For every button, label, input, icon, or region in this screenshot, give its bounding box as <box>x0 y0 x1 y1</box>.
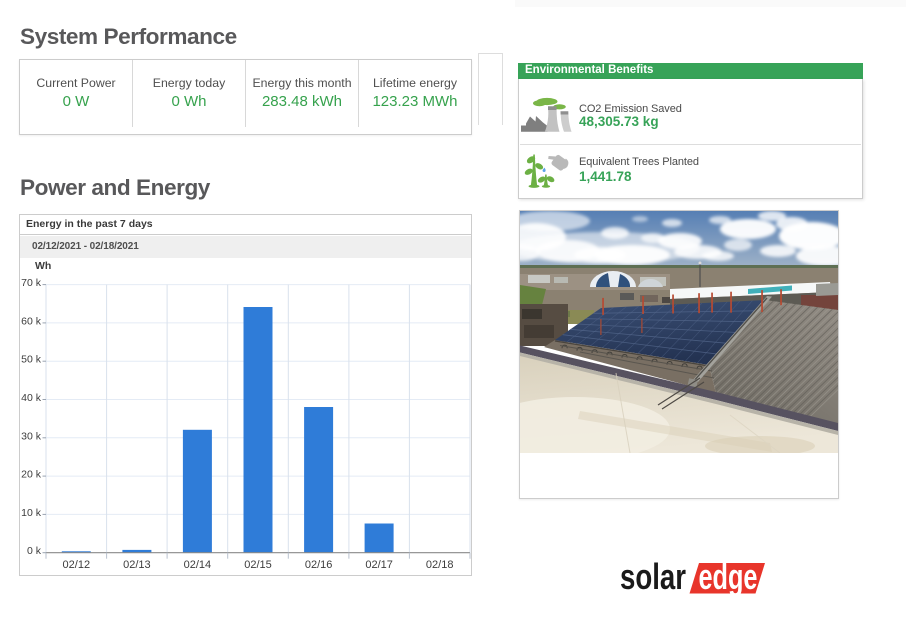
svg-text:02/17: 02/17 <box>365 559 393 571</box>
svg-text:02/15: 02/15 <box>244 559 272 571</box>
svg-text:02/18: 02/18 <box>426 559 454 571</box>
svg-text:02/14: 02/14 <box>184 559 212 571</box>
svg-text:02/13: 02/13 <box>123 559 151 571</box>
svg-text:Wh: Wh <box>35 260 51 272</box>
svg-text:30 k: 30 k <box>21 430 42 442</box>
svg-text:0 k: 0 k <box>27 545 42 557</box>
svg-text:20 k: 20 k <box>21 469 42 481</box>
svg-text:70 k: 70 k <box>21 277 42 289</box>
svg-text:40 k: 40 k <box>21 392 42 404</box>
svg-text:edge: edge <box>699 556 758 597</box>
svg-text:solar: solar <box>620 556 686 597</box>
svg-text:50 k: 50 k <box>21 354 42 366</box>
svg-text:02/16: 02/16 <box>305 559 333 571</box>
svg-text:60 k: 60 k <box>21 315 42 327</box>
svg-text:10 k: 10 k <box>21 507 42 519</box>
svg-text:02/12: 02/12 <box>63 559 91 571</box>
